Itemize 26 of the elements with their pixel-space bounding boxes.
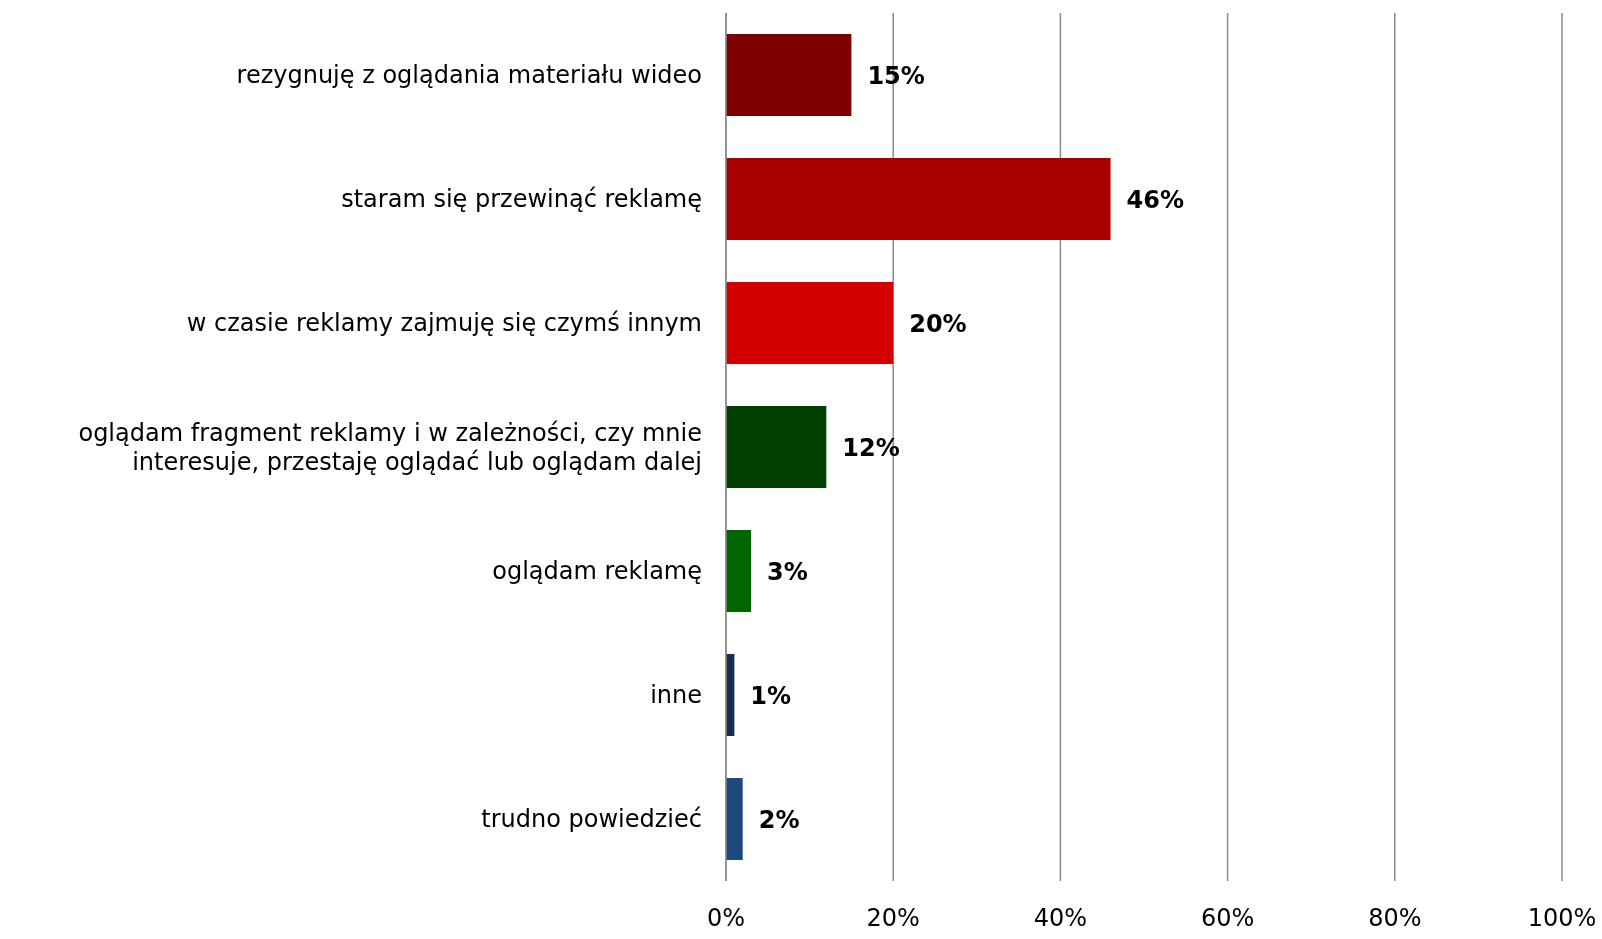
y-tick-label: w czasie reklamy zajmuję się czymś innym [186,309,702,337]
bar [726,530,752,612]
data-label: 46% [1126,185,1185,214]
x-tick-label: 80% [1368,904,1422,933]
data-label: 3% [767,557,808,586]
x-tick-label: 40% [1033,904,1088,933]
y-tick-label: inne [650,681,702,709]
x-tick-label: 0% [706,904,746,933]
y-tick-label: oglądam fragment reklamy i w zależności, czy mnie interesuje, przestaję oglądać lub oglądam dalej [78,418,702,476]
y-tick-label: staram się przewinąć reklamę [341,185,702,213]
data-label: 15% [867,61,925,90]
data-label: 1% [750,681,792,710]
y-tick-label: trudno powiedzieć [481,805,702,833]
x-tick-label: 100% [1527,904,1597,933]
bar [726,282,894,364]
data-label: 2% [758,805,800,834]
y-tick-label: rezygnuję z oglądania materiału wideo [236,61,702,89]
bar [726,406,827,488]
data-label: 12% [842,433,900,462]
bar [726,34,852,116]
bar [726,778,743,860]
data-label: 20% [909,309,967,338]
x-tick-label: 20% [866,904,920,933]
x-tick-label: 60% [1200,904,1255,933]
bar [726,158,1111,240]
y-tick-label: oglądam reklamę [492,557,702,585]
